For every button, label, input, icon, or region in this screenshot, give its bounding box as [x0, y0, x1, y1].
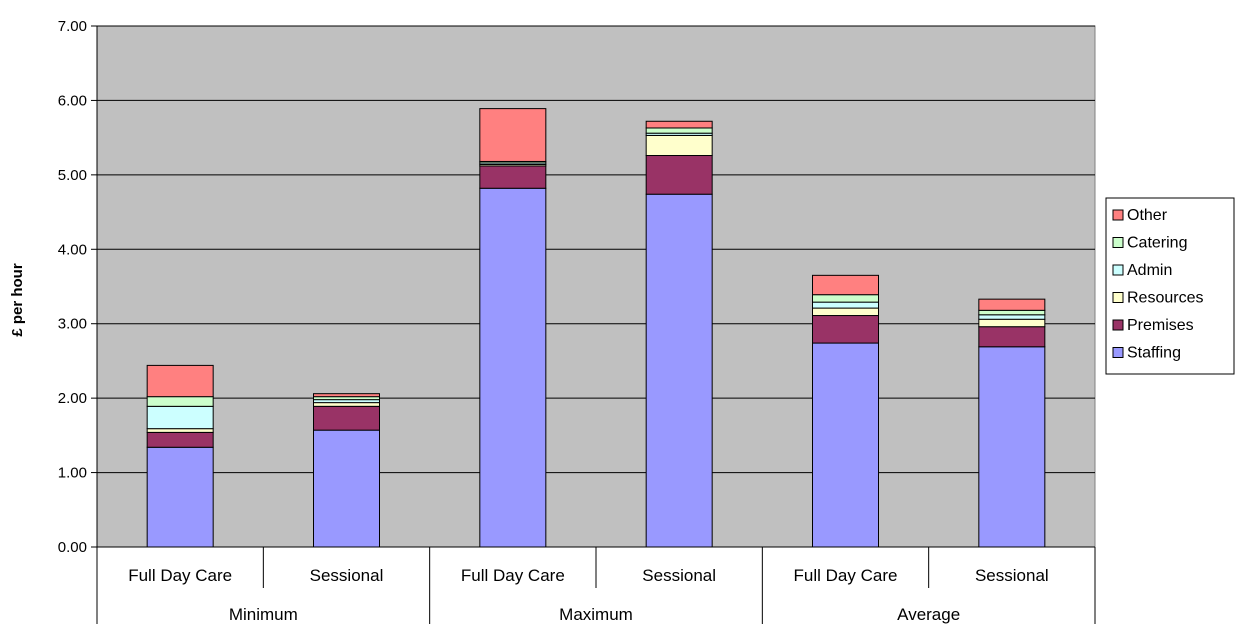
bar-admin-4: [812, 301, 879, 309]
x-tick-label: Full Day Care: [461, 566, 565, 585]
bar-premises-1: [313, 405, 380, 431]
y-tick-label: 1.00: [58, 465, 87, 482]
y-tick-label: 0.00: [58, 539, 87, 556]
y-tick-label: 3.00: [58, 316, 87, 333]
legend-label: Resources: [1127, 290, 1203, 307]
bar-resources-4: [812, 307, 879, 317]
bar-other-1: [313, 393, 380, 398]
bar-other-5: [978, 298, 1046, 311]
legend-label: Catering: [1127, 235, 1187, 252]
bar-other-2: [479, 108, 547, 162]
legend-swatch: [1112, 319, 1124, 331]
y-tick-label: 6.00: [58, 92, 87, 109]
bar-other-4: [812, 274, 879, 296]
bar-resources-3: [645, 134, 713, 157]
group-label: Minimum: [229, 605, 298, 624]
y-axis-label: £ per hour: [9, 263, 26, 337]
x-tick-label: Sessional: [642, 566, 716, 585]
gridlines: [97, 25, 1095, 474]
y-tick-label: 7.00: [58, 18, 87, 35]
bars: [146, 108, 1046, 548]
bar-staffing-2: [479, 187, 547, 548]
bar-staffing-0: [146, 446, 214, 548]
group-label: Maximum: [559, 605, 633, 624]
legend: Other Catering Admin Resources Premises Staff…: [1105, 197, 1235, 375]
x-tick-label: Sessional: [310, 566, 384, 585]
x-tick-label: Full Day Care: [128, 566, 232, 585]
bar-premises-2: [479, 165, 547, 189]
bar-catering-3: [645, 127, 713, 134]
bar-staffing-5: [978, 346, 1046, 548]
legend-label: Admin: [1127, 262, 1172, 279]
y-axis: 0.00 1.00 2.00 3.00 4.00 5.00 6.00 7.00: [58, 18, 98, 556]
bar-resources-1: [313, 402, 380, 407]
plot-area: [96, 25, 1096, 548]
legend-label: Staffing: [1127, 345, 1181, 362]
bar-premises-0: [146, 431, 214, 448]
bar-premises-5: [978, 326, 1046, 348]
legend-box: [1105, 197, 1235, 375]
legend-label: Other: [1127, 207, 1168, 224]
bar-resources-5: [978, 318, 1046, 328]
y-tick-label: 2.00: [58, 390, 87, 407]
x-tick-label: Sessional: [975, 566, 1049, 585]
legend-swatch: [1112, 292, 1124, 303]
bar-catering-5: [978, 309, 1046, 316]
x-axis: Full Day Care Sessional Full Day Care Sessi…: [96, 546, 1096, 624]
legend-swatch: [1112, 237, 1124, 248]
y-tick-label: 5.00: [58, 167, 87, 184]
bar-admin-5: [978, 314, 1046, 320]
bar-other-3: [645, 120, 713, 129]
bar-other-0: [146, 364, 214, 398]
bar-premises-4: [812, 315, 879, 344]
bar-staffing-4: [812, 342, 879, 548]
legend-swatch: [1112, 264, 1124, 276]
bar-premises-3: [645, 155, 713, 195]
bar-resources-0: [146, 428, 214, 433]
bar-admin-0: [146, 405, 214, 430]
legend-swatch: [1112, 347, 1124, 358]
legend-swatch: [1112, 209, 1124, 221]
bar-staffing-1: [313, 429, 380, 548]
y-tick-label: 4.00: [58, 241, 87, 258]
bar-catering-0: [146, 396, 214, 407]
legend-label: Premises: [1127, 317, 1194, 334]
group-label: Average: [897, 605, 960, 624]
bar-catering-4: [812, 294, 879, 303]
bar-staffing-3: [645, 193, 713, 548]
x-tick-label: Full Day Care: [794, 566, 898, 585]
